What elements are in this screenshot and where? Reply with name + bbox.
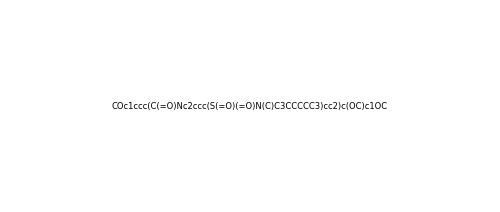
Text: COc1ccc(C(=O)Nc2ccc(S(=O)(=O)N(C)C3CCCCC3)cc2)c(OC)c1OC: COc1ccc(C(=O)Nc2ccc(S(=O)(=O)N(C)C3CCCCC… [112,102,388,110]
